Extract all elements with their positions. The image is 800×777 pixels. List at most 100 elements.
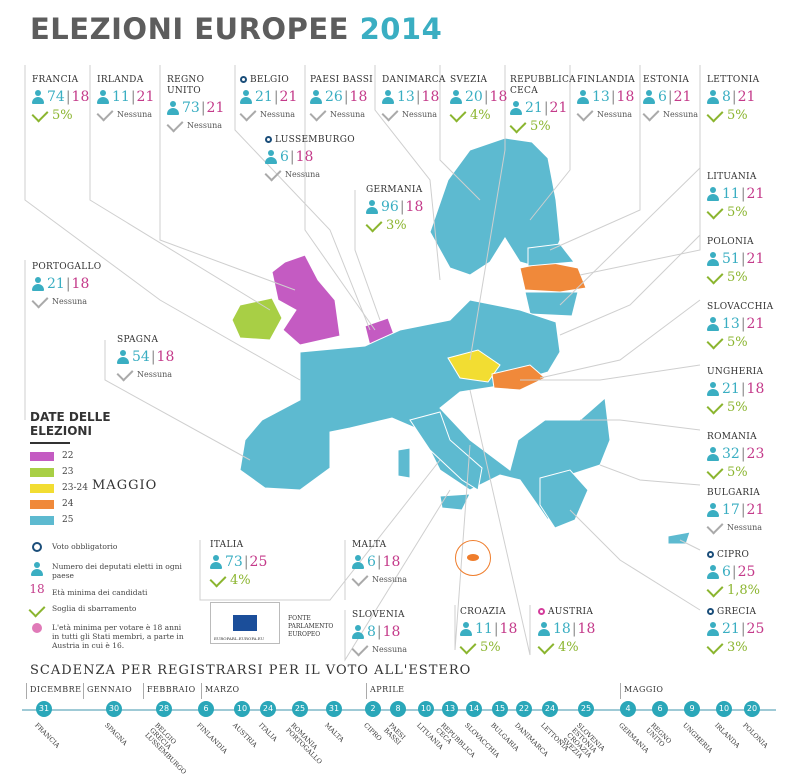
deadline-day: 30	[106, 701, 122, 717]
card-polonia: POLONIA 51|21 5%	[706, 237, 777, 285]
deadline-day: 15	[492, 701, 508, 717]
check-icon	[706, 462, 724, 480]
person-icon	[265, 150, 277, 164]
card-rep-ceca: REPUBBLICA CECA 21|21 5%	[509, 75, 576, 134]
age-value: 18	[746, 381, 765, 397]
timeline-title: SCADENZA PER REGISTRARSI PER IL VOTO ALL…	[30, 663, 472, 678]
threshold-value: Nessuna	[727, 523, 763, 532]
check-icon	[209, 570, 227, 588]
seats-value: 73	[182, 100, 200, 116]
threshold-value: 5%	[480, 640, 501, 655]
card-paesi-bassi: PAESI BASSI 26|18 Nessuna	[309, 75, 384, 122]
card-bulgaria: BULGARIA 17|21 Nessuna	[706, 488, 787, 535]
country-name: POLONIA	[707, 237, 754, 247]
person-icon	[352, 555, 364, 569]
country-name: FRANCIA	[32, 75, 79, 85]
country-name: BULGARIA	[707, 488, 761, 498]
card-malta: MALTA 6|18 Nessuna	[351, 540, 426, 587]
key-seats: Numero dei deputati eletti in ogni paese	[30, 562, 190, 580]
person-icon	[538, 622, 550, 636]
seats-value: 11	[112, 89, 130, 105]
country-name: IRLANDA	[97, 75, 144, 85]
check-icon	[309, 104, 327, 122]
seats-value: 11	[722, 186, 740, 202]
seats-value: 32	[722, 446, 740, 462]
key-text: Soglia di sbarramento	[52, 604, 137, 613]
legend-date: 23-24	[62, 483, 88, 493]
person-icon	[510, 101, 522, 115]
country-name: PORTOGALLO	[32, 262, 102, 272]
age-value: 18	[616, 89, 635, 105]
person-icon	[210, 555, 222, 569]
threshold-value: Nessuna	[260, 110, 296, 119]
key-text: Voto obbligatorio	[52, 542, 118, 551]
age-value: 18	[295, 149, 314, 165]
country-name: ESTONIA	[643, 75, 690, 85]
person-icon	[707, 317, 719, 331]
month-label: APRILE	[366, 683, 405, 699]
check-icon	[381, 104, 399, 122]
age-value: 18	[349, 89, 368, 105]
seats-value: 51	[722, 251, 740, 267]
country-name: GERMANIA	[366, 185, 423, 195]
deadline-day: 2	[365, 701, 381, 717]
threshold-value: Nessuna	[187, 121, 223, 130]
mandatory-vote-icon	[32, 542, 42, 552]
check-icon	[96, 104, 114, 122]
legend-date: 25	[62, 515, 74, 525]
key-austria-note: L'età minima per votare è 18 anni in tut…	[30, 623, 190, 650]
swatch-23-24	[30, 483, 54, 493]
check-icon	[706, 580, 724, 598]
threshold-value: 4%	[470, 108, 491, 123]
deadline-day: 25	[578, 701, 594, 717]
deadline-day: 24	[260, 701, 276, 717]
voting-age-16-icon	[32, 623, 42, 633]
country-name: BELGIO	[250, 75, 290, 85]
person-icon	[450, 90, 462, 104]
country-name: ITALIA	[210, 540, 244, 550]
check-icon	[28, 600, 45, 618]
map-ireland	[231, 297, 283, 341]
age-value: 18	[382, 624, 401, 640]
age-value: 25	[746, 621, 765, 637]
age-value: 21	[737, 89, 756, 105]
age-value: 18	[499, 621, 518, 637]
deadline-day: 8	[390, 701, 406, 717]
card-croazia: CROAZIA 11|18 5%	[459, 607, 534, 655]
threshold-value: Nessuna	[372, 575, 408, 584]
seats-value: 21	[47, 276, 65, 292]
seats-value: 21	[525, 100, 543, 116]
age-value: 18	[156, 349, 175, 365]
person-icon	[707, 252, 719, 266]
legend-date: 24	[62, 499, 74, 509]
card-italia: ITALIA 73|25 4%	[209, 540, 284, 588]
seats-value: 8	[722, 89, 731, 105]
deadline-day: 13	[442, 701, 458, 717]
month-label: GENNAIO	[83, 683, 132, 699]
seats-value: 13	[592, 89, 610, 105]
person-icon	[460, 622, 472, 636]
check-icon	[642, 104, 660, 122]
threshold-value: 4%	[230, 573, 251, 588]
person-icon	[707, 565, 719, 579]
age-value: 21	[136, 89, 155, 105]
deadline-day: 4	[620, 701, 636, 717]
check-icon	[449, 105, 467, 123]
age-value: 18	[421, 89, 440, 105]
card-austria: AUSTRIA 18|18 4%	[537, 607, 612, 655]
seats-value: 21	[722, 621, 740, 637]
deadline-day: 10	[234, 701, 250, 717]
threshold-value: 5%	[727, 335, 748, 350]
mandatory-vote-icon	[265, 136, 272, 143]
check-icon	[576, 104, 594, 122]
check-icon	[31, 105, 49, 123]
threshold-value: Nessuna	[402, 110, 438, 119]
key-text: L'età minima per votare è 18 anni in tut…	[52, 623, 184, 650]
map-cyprus	[667, 531, 691, 545]
seats-value: 73	[225, 554, 243, 570]
country-name: REPUBBLICA CECA	[510, 75, 576, 96]
check-icon	[166, 115, 184, 133]
threshold-value: Nessuna	[52, 297, 88, 306]
title-year: 2014	[359, 12, 443, 46]
country-name: FINLANDIA	[577, 75, 635, 85]
